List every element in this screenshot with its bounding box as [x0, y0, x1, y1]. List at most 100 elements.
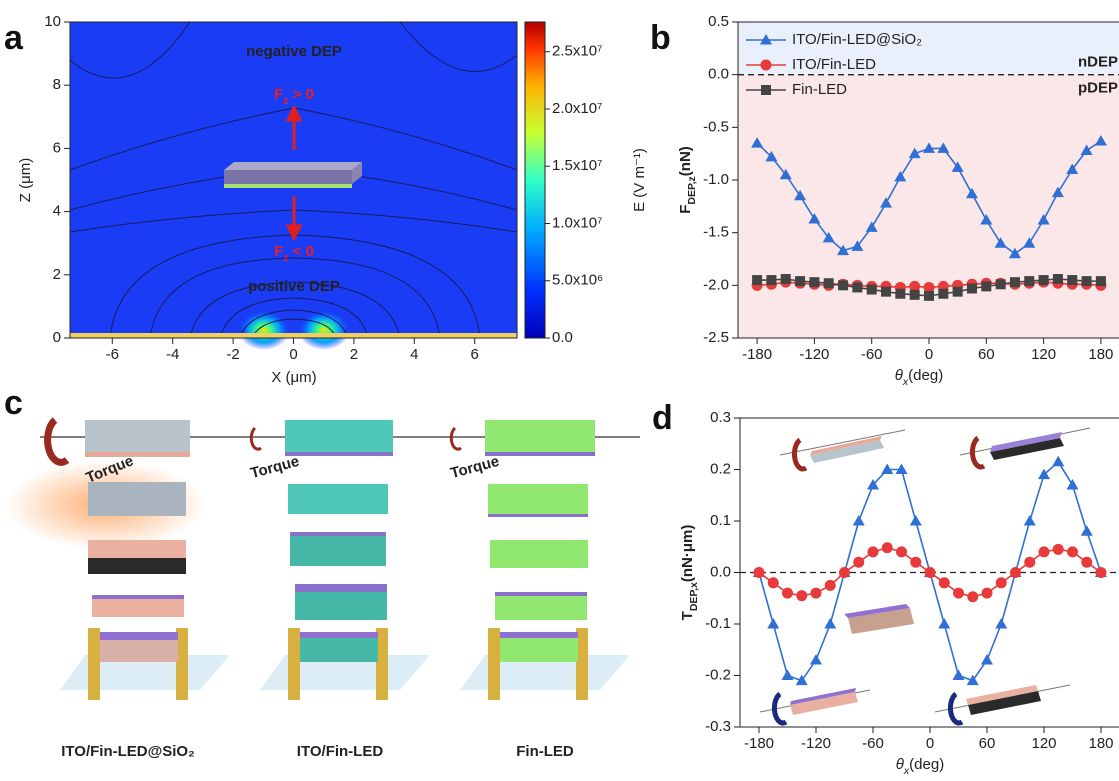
annotation: positive DEP	[248, 278, 340, 295]
y-tick-label: 0.1	[710, 512, 731, 529]
plot-frame	[737, 21, 1119, 339]
marker	[1024, 276, 1035, 287]
marker	[867, 478, 879, 490]
x-axis-label-rest: (deg)	[909, 756, 944, 773]
marker	[909, 289, 920, 300]
torque-label: Torque	[249, 453, 301, 482]
marker	[824, 579, 836, 591]
marker	[851, 240, 864, 251]
x-tick-label: 6	[471, 346, 479, 363]
marker	[966, 674, 979, 686]
marker	[765, 150, 778, 162]
y-tick-label: 2	[53, 266, 61, 283]
marker	[981, 654, 993, 665]
panel-label: c	[4, 384, 23, 422]
marker	[795, 674, 808, 686]
marker	[923, 142, 935, 153]
x-axis-label-rest: (deg)	[908, 367, 943, 384]
marker	[782, 587, 793, 599]
marker	[980, 214, 993, 225]
marker	[808, 212, 821, 224]
marker	[1052, 274, 1063, 285]
marker	[966, 283, 977, 294]
marker	[824, 618, 837, 629]
marker	[1080, 525, 1093, 536]
marker	[995, 577, 1007, 589]
marker	[1023, 237, 1036, 248]
y-tick-label: 0.0	[708, 66, 729, 83]
x-tick-label: -60	[862, 735, 884, 752]
marker	[881, 463, 894, 474]
marker	[1008, 247, 1021, 259]
y-tick-label: 0.0	[710, 563, 731, 580]
y-tick-label: 0.3	[710, 409, 731, 426]
marker	[895, 463, 908, 474]
colorbar-tick-label: 0.0	[552, 329, 573, 346]
panel-label: a	[4, 19, 24, 57]
marker	[796, 590, 808, 602]
panel-label: d	[652, 399, 673, 437]
y-tick-label: -1.0	[703, 171, 729, 188]
marker	[924, 567, 936, 578]
device-illustrations	[5, 417, 640, 700]
y-tick-label: -0.2	[705, 666, 731, 683]
field-map	[69, 21, 546, 350]
x-axis-label: θx(deg)	[895, 367, 943, 388]
y-tick-label: 8	[53, 76, 61, 93]
marker	[865, 221, 878, 232]
marker	[923, 281, 935, 293]
marker	[981, 587, 993, 599]
marker	[753, 567, 765, 578]
colorbar-tick-label: 2.0x10⁷	[552, 100, 602, 117]
shade-above	[738, 22, 1119, 75]
rod-insets	[759, 427, 1091, 726]
force-label-main: F	[274, 86, 283, 103]
x-tick-label: -4	[166, 346, 179, 363]
marker	[1052, 543, 1064, 555]
marker	[823, 278, 834, 289]
marker	[896, 546, 907, 558]
marker	[1066, 478, 1079, 490]
marker	[1052, 455, 1065, 467]
marker	[937, 142, 950, 153]
marker	[810, 587, 822, 599]
marker	[1067, 546, 1078, 558]
x-tick-label: 120	[1031, 735, 1056, 752]
force-label-sub: z	[283, 252, 288, 264]
y-axis-label: FDEP,z(nN)	[677, 146, 698, 214]
marker	[908, 147, 921, 159]
marker	[1038, 546, 1050, 558]
marker	[822, 231, 835, 243]
annotation: negative DEP	[246, 43, 342, 60]
device-label: ITO/Fin-LED	[297, 743, 384, 760]
x-tick-label: 0	[289, 346, 297, 363]
marker	[767, 618, 780, 629]
x-axis-label-main: θ	[896, 756, 904, 773]
colorbar-tick-label: 5.0x10⁶	[552, 272, 603, 289]
marker	[810, 654, 822, 665]
colorbar-tick-label: 1.0x10⁷	[552, 214, 602, 231]
y-tick-label: -0.5	[703, 118, 729, 135]
marker	[965, 187, 978, 199]
panel-label: b	[650, 19, 671, 57]
x-tick-label: -180	[744, 735, 774, 752]
y-axis-label: TDEP,x(nN·μm)	[679, 525, 700, 621]
legend-label: ITO/Fin-LED@SiO₂	[792, 31, 922, 48]
x-tick-label: -180	[742, 346, 772, 363]
marker	[852, 282, 863, 293]
marker	[1051, 186, 1064, 198]
marker	[752, 275, 763, 286]
marker	[1037, 214, 1050, 225]
marker	[838, 280, 849, 291]
y-tick-label: -0.1	[705, 615, 731, 632]
marker	[767, 577, 779, 589]
marker	[779, 168, 792, 180]
marker	[938, 288, 949, 299]
y-tick-label: 6	[53, 139, 61, 156]
x-tick-label: 0	[926, 735, 934, 752]
marker	[766, 275, 777, 286]
marker	[881, 542, 893, 554]
marker	[1038, 468, 1050, 480]
marker	[867, 546, 879, 558]
x-tick-label: 4	[410, 346, 418, 363]
